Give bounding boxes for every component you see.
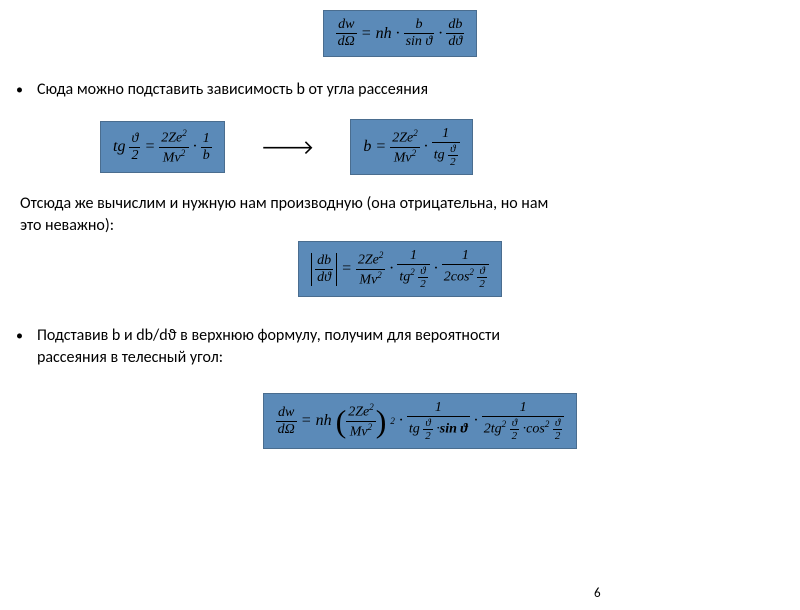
f4-rhs-a-den: Mv (359, 272, 377, 287)
f5-dot2: · (474, 412, 478, 430)
f3-rhs-b-den-tg: tg (434, 148, 445, 163)
formula-5: dwdΩ = nh 2Ze2 Mv2 2 · 1 tg ϑ2 ·sin ϑ · (263, 393, 578, 449)
f2-rhs-b-num: 1 (201, 131, 212, 148)
f4-rhs-c-den-frac-den: 2 (477, 278, 487, 290)
f1-rhs-b-num: b (404, 17, 435, 34)
f4-rhs-c-den-cos-sup: 2 (469, 267, 474, 277)
f3-rhs-a-num: 2Ze (392, 131, 413, 146)
f1-rhs-c-den: dϑ (446, 34, 464, 50)
formula-2: tg ϑ2 = 2Ze2 Mv2 · 1b (100, 121, 225, 173)
f4-dot1: · (389, 260, 393, 278)
f5-rhs-c-den-frac-den: 2 (510, 430, 520, 442)
f3-rhs-a-den: Mv (394, 150, 412, 165)
f4-rhs-b-den-frac-den: 2 (418, 278, 428, 290)
f5-dot1: · (399, 412, 403, 430)
f2-rhs-a-num-sup: 2 (182, 128, 187, 138)
f2-rhs-a-den: Mv (163, 150, 181, 165)
f5-rhs-c-den-frac-num: ϑ (510, 417, 520, 430)
f5-rhs-c-den-frac2-num: ϑ (553, 417, 563, 430)
f5-rhs-b-den-frac-num: ϑ (423, 417, 433, 430)
f5-rhs-c-den-cos-sup: 2 (545, 419, 550, 429)
f5-rhs-c-den-2: 2 (484, 422, 491, 437)
f4-rhs-b-den-tg-sup: 2 (410, 267, 415, 277)
f5-paren-den: Mv (350, 424, 368, 439)
f4-rhs-b-den-tg: tg (399, 270, 410, 285)
f5-rhs-b-num: 1 (407, 400, 470, 417)
f4-rhs-a-num: 2Ze (358, 253, 379, 268)
f5-paren-num: 2Ze (348, 405, 369, 420)
f5-rhs-a: nh (316, 412, 332, 430)
f5-lhs-den: dΩ (276, 422, 297, 438)
f4-rhs-a-num-sup: 2 (379, 250, 384, 260)
formula-4: dbdϑ = 2Ze2 Mv2 · 1 tg2 ϑ2 · 1 2cos2 ϑ2 (298, 241, 502, 297)
f5-rhs-b-den-sin: sin ϑ (440, 422, 468, 437)
f5-rhs-c-den-frac2-den: 2 (553, 430, 563, 442)
f1-lhs-den: dΩ (336, 34, 357, 50)
f4-rhs-b-den-frac-num: ϑ (418, 265, 428, 278)
f4-rhs-c-den-cos: cos (451, 270, 470, 285)
f1-lhs-num: dw (336, 17, 357, 34)
f5-paren-den-sup: 2 (368, 422, 373, 432)
f2-lhs-frac-num: ϑ (129, 131, 140, 148)
f5-rhs-c-den-tg: tg (491, 422, 502, 437)
f3-rhs-b-den-frac-num: ϑ (448, 143, 458, 156)
formula-3: b = 2Ze2 Mv2 · 1 tg ϑ2 (350, 119, 472, 175)
text-2-line1: Отсюда же вычислим и нужную нам производ… (20, 193, 800, 215)
f5-rhs-b-den-frac-den: 2 (423, 430, 433, 442)
f4-rhs-a-den-sup: 2 (377, 270, 382, 280)
f5-rhs-c-den-tg-sup: 2 (502, 419, 507, 429)
f2-lhs-frac-den: 2 (129, 148, 140, 164)
f2-rhs-a-den-sup: 2 (181, 148, 186, 158)
f5-eq: = (301, 412, 312, 430)
arrow-icon: 🡒 (261, 135, 315, 160)
f5-lhs-num: dw (276, 405, 297, 422)
f4-dot2: · (434, 260, 438, 278)
f3-lhs: b (363, 138, 371, 156)
f2-rhs-a-num: 2Ze (161, 131, 182, 146)
formula-1: dwdΩ = nh · bsin ϑ · dbdϑ (323, 10, 478, 57)
f5-paren-sup: 2 (390, 416, 395, 426)
f4-rhs-c-den-frac-num: ϑ (477, 265, 487, 278)
f3-rhs-a-num-sup: 2 (413, 128, 418, 138)
f2-dot: · (193, 138, 197, 156)
f2-rhs-b-den: b (201, 148, 212, 164)
bullet-2-line1: Подставив b и db/dϑ в верхнюю формулу, п… (37, 325, 500, 347)
f1-rhs-c-num: db (446, 17, 464, 34)
f4-rhs-c-num: 1 (442, 248, 489, 265)
f1-dot1: · (396, 25, 400, 43)
f4-lhs-num: db (315, 253, 333, 270)
f4-lhs-den: dϑ (315, 270, 333, 286)
f4-rhs-c-den-2: 2 (444, 270, 451, 285)
f4-eq: = (341, 260, 352, 278)
bullet-2-dot: • (16, 325, 23, 347)
f1-rhs-b-den: sin ϑ (404, 34, 435, 50)
f1-eq: = (361, 25, 372, 43)
f1-rhs-a: nh (376, 25, 392, 43)
f1-dot2: · (438, 25, 442, 43)
f5-paren-num-sup: 2 (369, 402, 374, 412)
bullet-1-dot: • (16, 79, 23, 101)
f3-eq: = (375, 138, 386, 156)
f2-tg: tg (113, 138, 125, 156)
f3-dot: · (424, 138, 428, 156)
f3-rhs-b-num: 1 (432, 126, 460, 143)
f5-rhs-c-num: 1 (482, 400, 565, 417)
f5-rhs-b-den-tg: tg (409, 422, 420, 437)
f3-rhs-a-den-sup: 2 (412, 148, 417, 158)
f2-eq: = (144, 138, 155, 156)
f4-rhs-b-num: 1 (397, 248, 429, 265)
text-2-line2: это неважно): (20, 215, 800, 237)
bullet-2-line2: рассеяния в телесный угол: (37, 347, 500, 369)
page-number: 6 (594, 586, 601, 601)
f3-rhs-b-den-frac-den: 2 (448, 156, 458, 168)
bullet-1-text: Сюда можно подставить зависимость b от у… (37, 79, 428, 101)
f5-rhs-c-den-cos: cos (526, 422, 545, 437)
